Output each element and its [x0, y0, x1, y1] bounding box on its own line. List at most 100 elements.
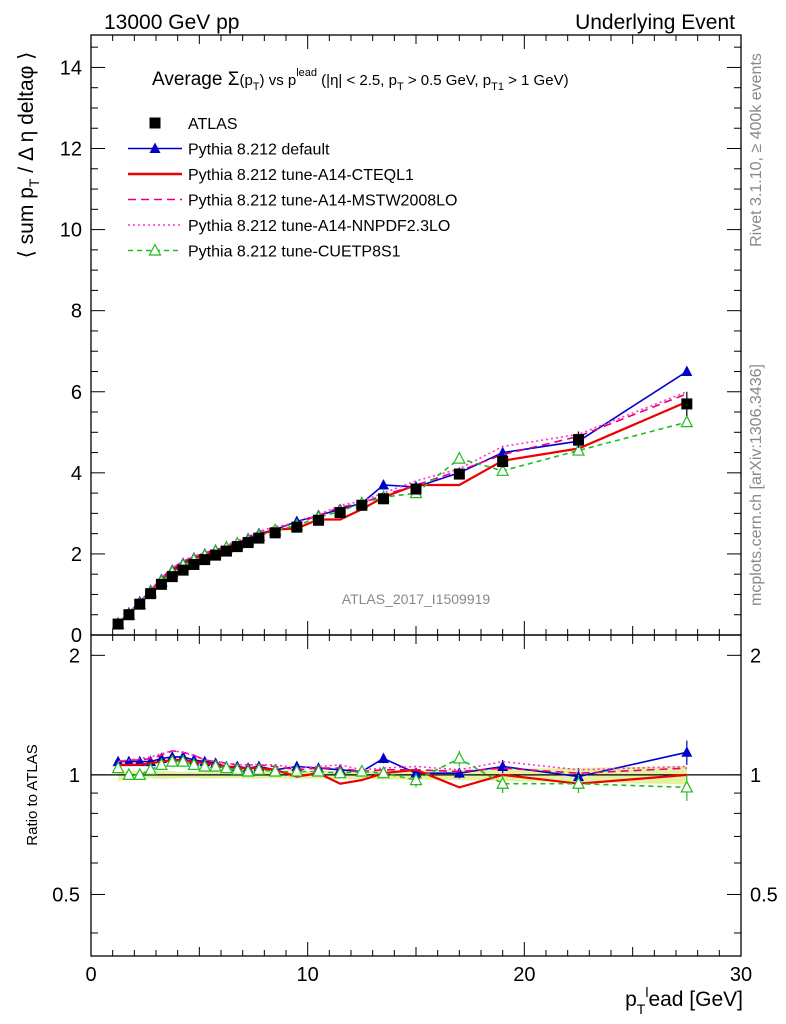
legend-marker-0: [149, 117, 161, 129]
series-5-point: [496, 463, 510, 476]
x-tick-label: 0: [85, 964, 96, 986]
legend: ATLAS Pythia 8.212 default Pythia 8.212 tu…: [128, 116, 457, 261]
series-0-point: [123, 609, 135, 621]
series-5-ratio-point: [241, 764, 255, 777]
side-rivet-info: Rivet 3.1.10, ≥ 400k events: [748, 53, 765, 247]
y-tick-label: 10: [60, 220, 82, 242]
series-5-ratio-point: [572, 776, 585, 789]
series-5-ratio-point: [219, 760, 233, 774]
header-process: Underlying Event: [575, 11, 735, 34]
series-0-point: [145, 588, 157, 600]
series-1-ratio-point: [410, 767, 422, 778]
series-0-point: [253, 532, 265, 544]
y-tick-label: 2: [71, 544, 82, 566]
series-5-ratio-point: [111, 760, 125, 774]
series-1-line: [117, 370, 688, 624]
series-1-ratio-point: [123, 755, 135, 767]
legend-label-0: ATLAS: [188, 116, 238, 133]
series-3-line: [117, 393, 688, 624]
ratio-y-tick-label: 0.5: [52, 884, 80, 906]
header-energy: 13000 GeV pp: [104, 11, 239, 34]
ratio-y-tick-label: 1: [69, 765, 80, 787]
series-0-point: [188, 558, 200, 570]
series-0-point: [681, 398, 693, 410]
series-0-point: [177, 564, 189, 576]
series-5-ratio-point: [409, 772, 423, 786]
series-5-ratio-point: [230, 762, 244, 775]
ratio-y-tick-label-right: 1: [750, 765, 761, 787]
x-tick-label: 20: [513, 964, 535, 986]
series-5-point: [452, 451, 466, 464]
analysis-watermark: ATLAS_2017_I1509919: [342, 591, 491, 607]
series-5-ratio-point: [496, 776, 510, 789]
series-5-ratio-point: [290, 764, 304, 777]
series-0-point: [313, 514, 324, 526]
series-5-ratio-point: [187, 757, 201, 770]
series-1-ratio-point: [453, 767, 465, 778]
series-0-point: [378, 493, 389, 505]
side-mcplots-info: mcplots.cern.ch [arXiv:1306.3436]: [748, 364, 765, 606]
series-5-ratio-point: [452, 751, 466, 764]
series-5-ratio-point: [165, 754, 179, 767]
series-0-point: [134, 598, 146, 610]
series-1-point: [378, 479, 389, 490]
series-0-point: [291, 521, 303, 533]
ratio-y-axis-label: Ratio to ATLAS: [24, 744, 41, 845]
series-5-ratio-point: [198, 759, 212, 772]
series-5-point: [680, 414, 694, 428]
legend-marker-5: [148, 243, 162, 256]
x-tick-label: 30: [730, 964, 752, 986]
series-4-ratio-line: [117, 749, 687, 771]
ratio-y-tick-label-right: 2: [750, 645, 761, 667]
x-tick-label: 10: [297, 964, 319, 986]
series-1-ratio-point: [681, 746, 693, 757]
series-0-point: [231, 541, 243, 553]
series-5-ratio-point: [312, 764, 325, 777]
legend-label-5: Pythia 8.212 tune-CUETP8S1: [188, 244, 401, 261]
legend-label-2: Pythia 8.212 tune-A14-CTEQL1: [188, 167, 414, 184]
y-axis-label: ⟨ sum pT / Δ η deltaφ ⟩: [15, 52, 42, 259]
y-tick-label: 8: [71, 301, 82, 323]
series-0-point: [410, 483, 422, 495]
ratio-plot-frame: [90, 634, 742, 957]
series-0-point: [453, 468, 465, 480]
series-0-point: [155, 578, 167, 590]
series-0-point: [497, 455, 509, 467]
series-5-point: [572, 443, 585, 456]
series-5-ratio-point: [144, 762, 158, 775]
legend-label-4: Pythia 8.212 tune-A14-NNPDF2.3LO: [188, 218, 450, 235]
chart-title: Average Σ(pT) vs plead (|η| < 2.5, pT > …: [152, 67, 569, 93]
series-1-ratio-point: [378, 752, 389, 763]
y-tick-label: 14: [60, 57, 82, 79]
series-1-point: [681, 365, 693, 376]
series-5-ratio-point: [176, 754, 190, 767]
series-0-point: [334, 507, 346, 519]
series-0-point: [210, 549, 222, 561]
y-tick-label: 4: [71, 463, 82, 485]
series-5-ratio-point: [154, 757, 168, 770]
ratio-y-tick-label: 2: [69, 645, 80, 667]
ratio-y-tick-label-right: 0.5: [750, 884, 778, 906]
y-tick-label: 0: [71, 625, 82, 647]
main-series-layer: [111, 365, 694, 630]
series-0-point: [242, 537, 254, 549]
legend-label-1: Pythia 8.212 default: [188, 142, 330, 159]
series-0-point: [199, 554, 211, 566]
legend-marker-1: [149, 142, 161, 153]
series-5-ratio-point: [133, 767, 147, 780]
series-5-ratio-point: [377, 765, 390, 779]
y-tick-label: 6: [71, 382, 82, 404]
y-tick-label: 12: [60, 139, 82, 161]
series-5-ratio-point: [252, 762, 266, 775]
legend-label-3: Pythia 8.212 tune-A14-MSTW2008LO: [188, 193, 457, 210]
series-5-ratio-point: [333, 765, 347, 779]
series-0-point: [166, 571, 178, 583]
series-0-point: [269, 527, 281, 539]
series-0-point: [356, 499, 368, 511]
x-axis-label: pTlead [GeV]: [625, 984, 743, 1017]
series-0-point: [220, 545, 232, 557]
ratio-series-layer: [111, 740, 694, 801]
series-5-ratio-point: [680, 780, 694, 793]
